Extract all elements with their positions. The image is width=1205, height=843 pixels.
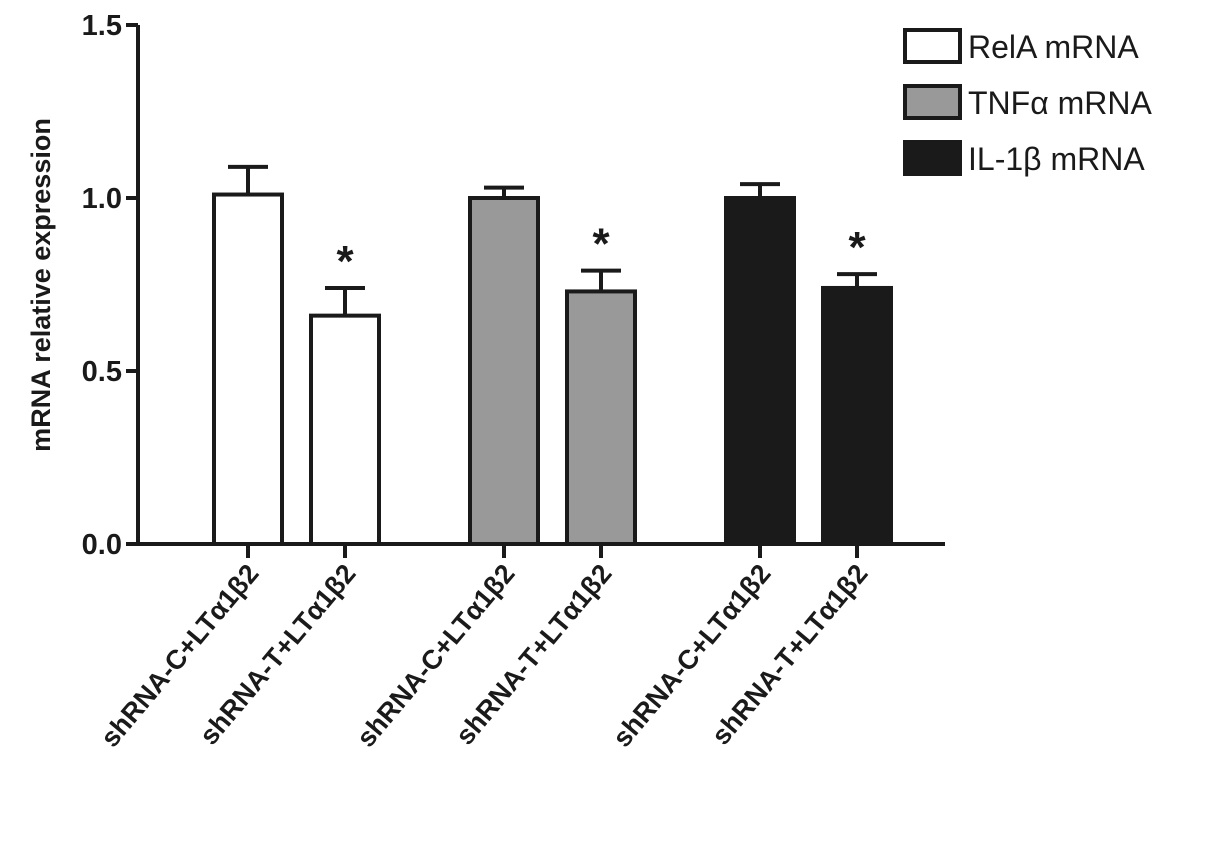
annotation: * xyxy=(336,237,354,286)
y-axis-label: mRNA relative expression xyxy=(26,118,56,452)
y-tick-label: 1.0 xyxy=(82,183,122,215)
legend-label: IL-1β mRNA xyxy=(968,141,1145,177)
legend-swatch xyxy=(903,140,962,176)
annotation: * xyxy=(848,223,866,272)
annotation: * xyxy=(592,220,610,269)
bar xyxy=(309,313,381,547)
bar xyxy=(821,285,893,546)
legend-label: RelA mRNA xyxy=(968,29,1139,65)
bar xyxy=(468,196,540,546)
legend-label: TNFα mRNA xyxy=(968,85,1152,121)
bar xyxy=(565,289,637,547)
legend-swatch xyxy=(903,84,962,120)
bar xyxy=(212,192,284,546)
bar xyxy=(724,196,796,546)
legend-swatch xyxy=(903,28,962,64)
y-tick-label: 0.5 xyxy=(82,356,122,388)
y-tick-label: 1.5 xyxy=(82,10,122,42)
y-tick-label: 0.0 xyxy=(82,529,122,561)
